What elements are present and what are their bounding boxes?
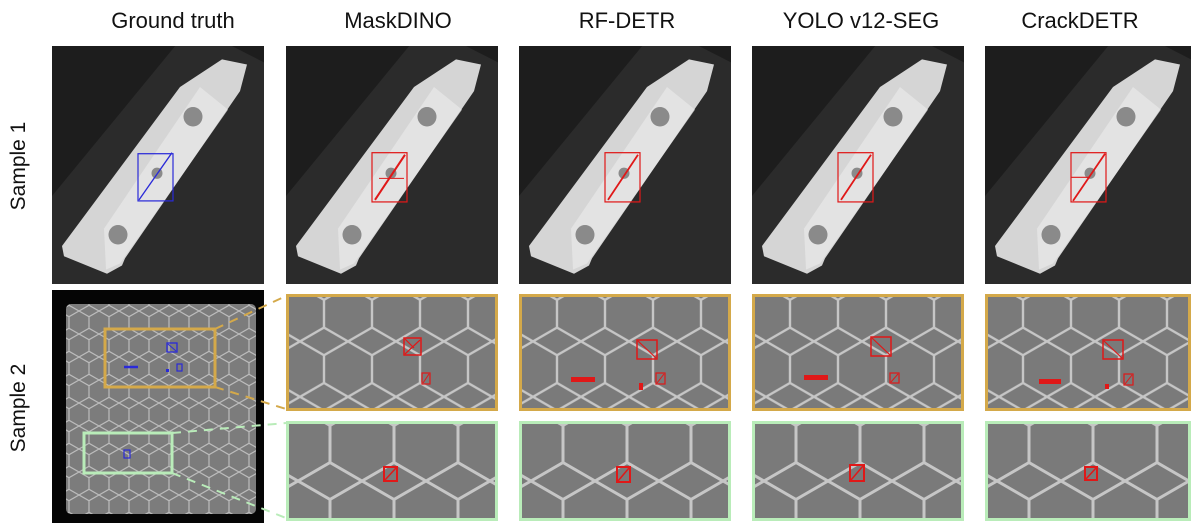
column-title-crackdetr: CrackDETR bbox=[1021, 8, 1139, 33]
sample2-crackdetr-zoom-top bbox=[985, 294, 1191, 411]
sample2-yolo-v12-seg-zoom-top bbox=[752, 294, 964, 411]
row-label-sample-1: Sample 1 bbox=[7, 121, 30, 211]
sample2-crackdetr-zoom-bottom bbox=[985, 421, 1191, 521]
sample2-ground-truth bbox=[52, 290, 264, 523]
sample1-yolo-v12-seg bbox=[752, 46, 964, 284]
sample2-maskdino-zoom-bottom bbox=[286, 421, 498, 521]
sample2-maskdino-zoom-top bbox=[286, 294, 498, 411]
sample2-rf-detr-zoom-top bbox=[519, 294, 731, 411]
sample1-maskdino bbox=[286, 46, 498, 284]
sample2-yolo-v12-seg-zoom-bottom bbox=[752, 421, 964, 521]
sample2-rf-detr-zoom-bottom bbox=[519, 421, 731, 521]
row-label-sample-2: Sample 2 bbox=[7, 363, 30, 453]
column-title-yolo-v12-seg: YOLO v12-SEG bbox=[782, 8, 940, 33]
column-title-maskdino: MaskDINO bbox=[344, 8, 452, 33]
column-title-ground-truth: Ground truth bbox=[111, 8, 235, 33]
sample1-crackdetr bbox=[985, 46, 1191, 284]
column-title-rf-detr: RF-DETR bbox=[578, 8, 676, 33]
sample1-rf-detr bbox=[519, 46, 731, 284]
sample1-ground-truth bbox=[52, 46, 264, 284]
